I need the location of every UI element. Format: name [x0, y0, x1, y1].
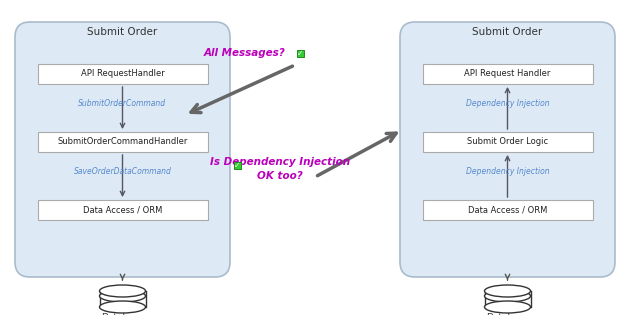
Ellipse shape: [100, 301, 146, 313]
Text: API RequestHandler: API RequestHandler: [81, 70, 164, 78]
Text: SubmitOrderCommandHandler: SubmitOrderCommandHandler: [57, 138, 188, 146]
Text: ✓: ✓: [297, 49, 303, 58]
Text: SaveOrderDataCommand: SaveOrderDataCommand: [74, 167, 171, 175]
Text: Submit Order Logic: Submit Order Logic: [467, 138, 548, 146]
FancyBboxPatch shape: [234, 162, 241, 169]
Text: Submit Order: Submit Order: [88, 27, 158, 37]
Text: Database: Database: [101, 313, 144, 315]
Text: Database: Database: [486, 313, 529, 315]
Bar: [100, 285, 146, 307]
Bar: [484, 285, 530, 307]
FancyBboxPatch shape: [423, 200, 592, 220]
FancyBboxPatch shape: [423, 64, 592, 84]
FancyBboxPatch shape: [297, 49, 304, 56]
Ellipse shape: [100, 290, 146, 302]
FancyBboxPatch shape: [400, 22, 615, 277]
Ellipse shape: [484, 285, 530, 297]
Text: Is Dependency Injection: Is Dependency Injection: [210, 157, 350, 167]
Text: Dependency Injection: Dependency Injection: [466, 167, 549, 175]
Ellipse shape: [484, 301, 530, 313]
Text: SubmitOrderCommand: SubmitOrderCommand: [79, 99, 166, 107]
Ellipse shape: [100, 285, 146, 297]
Text: All Messages?: All Messages?: [203, 48, 285, 58]
Text: Data Access / ORM: Data Access / ORM: [468, 205, 547, 215]
Text: Submit Order: Submit Order: [472, 27, 542, 37]
FancyBboxPatch shape: [38, 64, 207, 84]
Text: ✓: ✓: [234, 161, 240, 169]
FancyBboxPatch shape: [38, 132, 207, 152]
Text: Dependency Injection: Dependency Injection: [466, 99, 549, 107]
FancyBboxPatch shape: [15, 22, 230, 277]
FancyBboxPatch shape: [38, 200, 207, 220]
Text: API Request Handler: API Request Handler: [464, 70, 551, 78]
Text: OK too?: OK too?: [257, 171, 303, 181]
FancyBboxPatch shape: [423, 132, 592, 152]
Text: Data Access / ORM: Data Access / ORM: [83, 205, 162, 215]
Ellipse shape: [484, 290, 530, 302]
